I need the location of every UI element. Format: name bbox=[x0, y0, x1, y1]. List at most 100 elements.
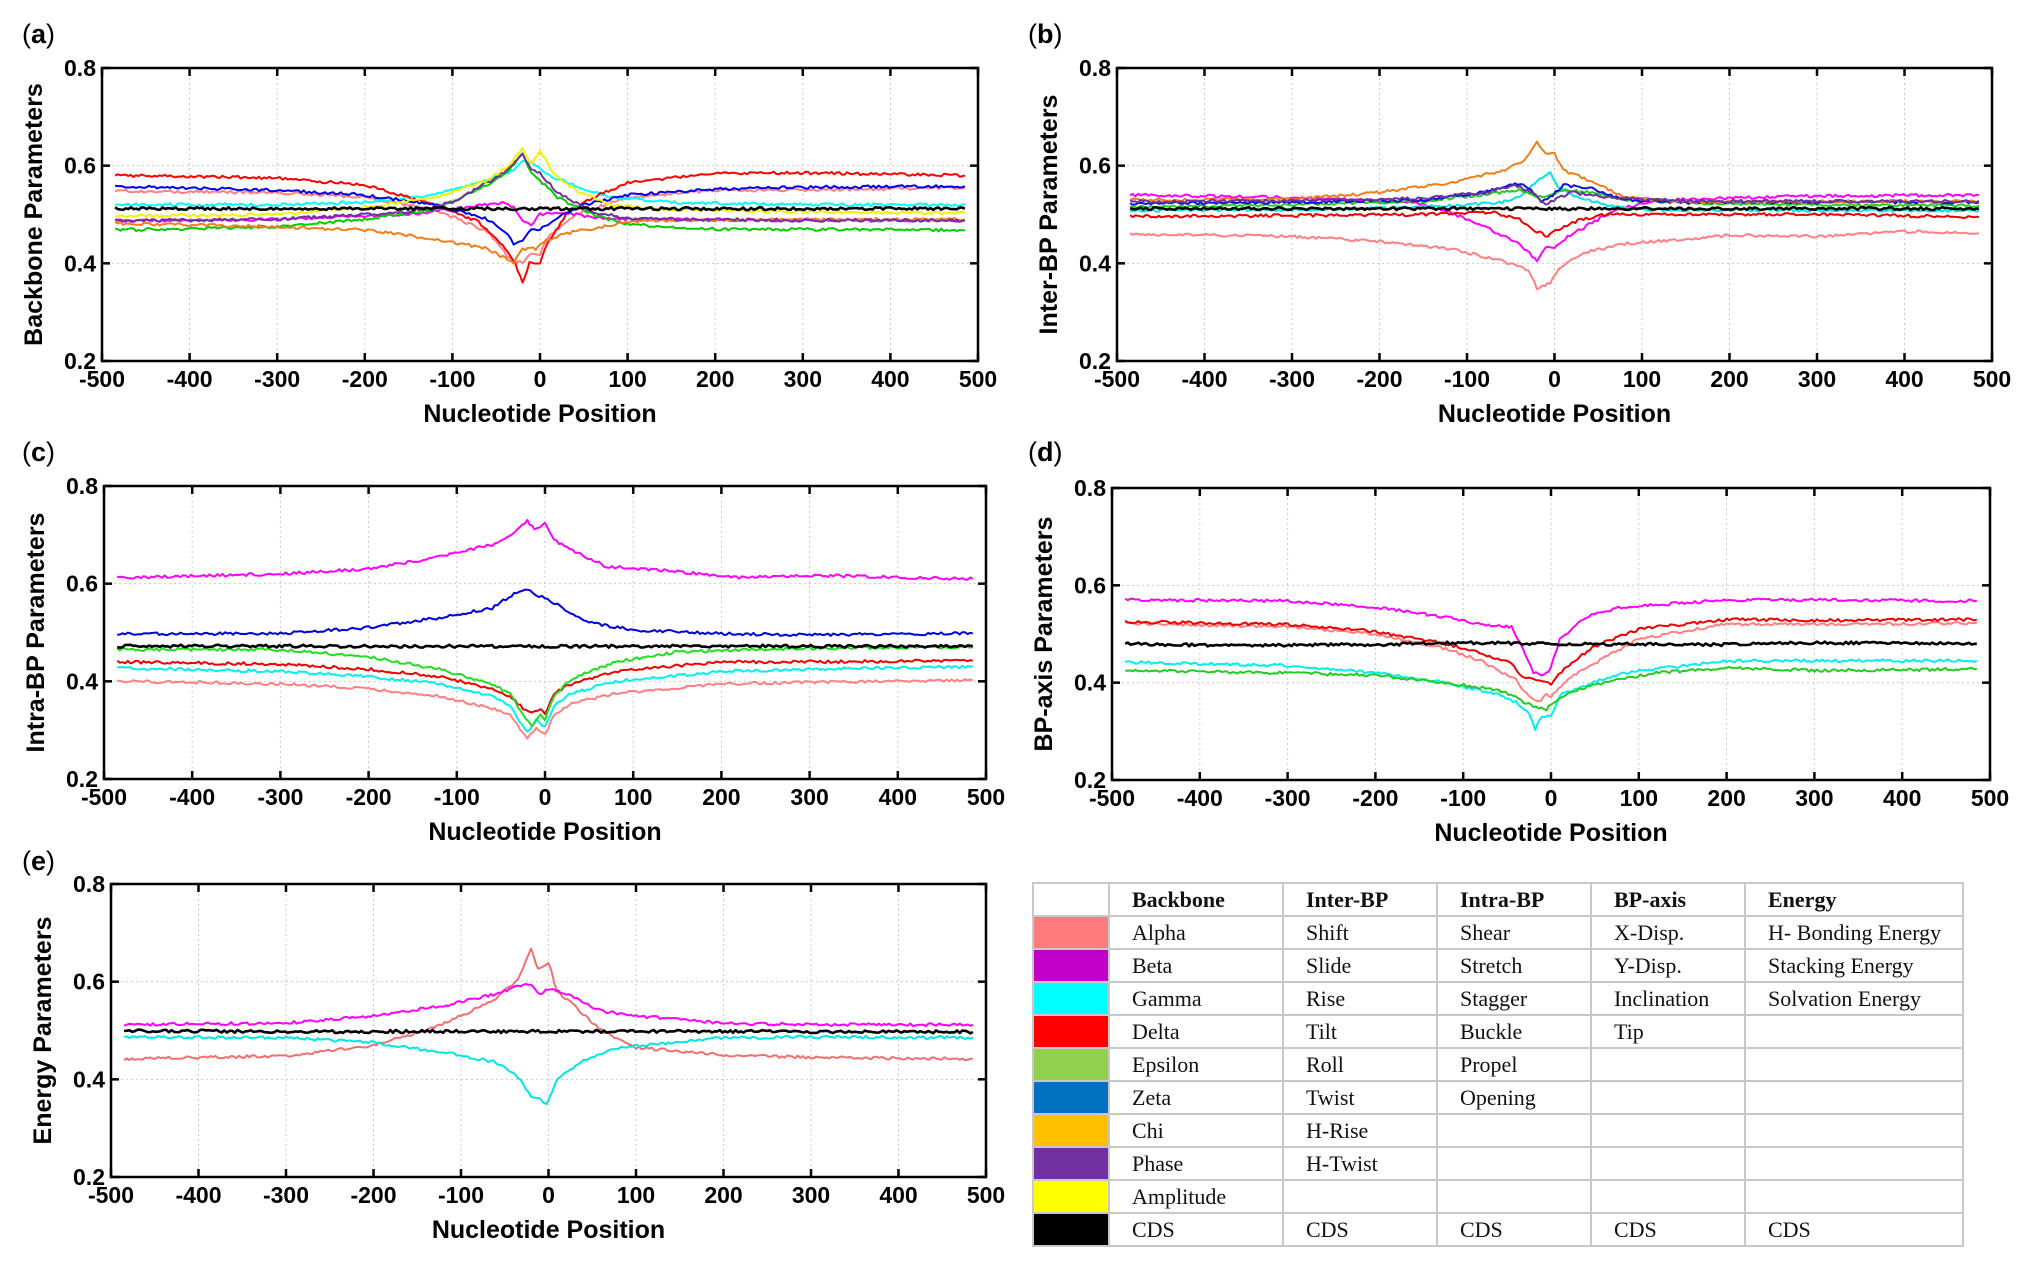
x-tick-label: 200 bbox=[1710, 366, 1748, 392]
panel-label: (e) bbox=[22, 846, 55, 876]
legend-header-row: Backbone Inter-BP Intra-BP BP-axis Energ… bbox=[1032, 882, 1964, 917]
series-line bbox=[1124, 617, 1978, 686]
series-line bbox=[1129, 229, 1980, 291]
x-tick-label: -200 bbox=[350, 1182, 396, 1208]
x-tick-label: 500 bbox=[967, 784, 1005, 810]
series-line bbox=[117, 588, 974, 637]
x-axis-title: Nucleotide Position bbox=[423, 400, 656, 428]
panel-d: (d) -500 -400 -300 -200 -100 0 100 200 300 400 500 0… bbox=[1028, 437, 2009, 847]
x-tick-label: -300 bbox=[254, 366, 300, 392]
legend-cell bbox=[1590, 1146, 1746, 1181]
legend-cell: CDS bbox=[1282, 1212, 1438, 1247]
legend-color-swatch bbox=[1032, 1113, 1110, 1148]
legend-header-bp-axis: BP-axis bbox=[1590, 882, 1746, 917]
legend-color-swatch bbox=[1032, 1014, 1110, 1049]
series-line bbox=[1129, 192, 1980, 263]
x-tick-label: 100 bbox=[1623, 366, 1661, 392]
legend-cell bbox=[1436, 1179, 1592, 1214]
x-tick-label: -500 bbox=[1094, 366, 1140, 392]
series-line bbox=[114, 170, 966, 284]
panel-label: (d) bbox=[1028, 437, 1063, 467]
legend-cell: Rise bbox=[1282, 981, 1438, 1016]
x-tick-label: -400 bbox=[1181, 366, 1227, 392]
panel-label-close-paren: ) bbox=[46, 19, 55, 49]
legend-cell bbox=[1590, 1113, 1746, 1148]
x-tick-label: 300 bbox=[1798, 366, 1836, 392]
legend-cell: H- Bonding Energy bbox=[1744, 915, 1964, 950]
x-tick-label: 500 bbox=[959, 366, 997, 392]
x-tick-label: -400 bbox=[167, 366, 213, 392]
legend-row: Delta Tilt Buckle Tip bbox=[1032, 1014, 1964, 1049]
y-tick-label: 0.2 bbox=[73, 1164, 105, 1190]
x-tick-label: 300 bbox=[784, 366, 822, 392]
legend-header-swatch bbox=[1032, 882, 1110, 917]
series-line bbox=[123, 982, 974, 1028]
legend-cell bbox=[1590, 1080, 1746, 1115]
x-tick-label: 200 bbox=[702, 784, 740, 810]
x-tick-label: -400 bbox=[169, 784, 215, 810]
legend-cell: Stagger bbox=[1436, 981, 1592, 1016]
legend-cell: Epsilon bbox=[1108, 1047, 1284, 1082]
legend-color-swatch bbox=[1032, 1146, 1110, 1181]
panel-label-open-paren: ( bbox=[22, 437, 31, 467]
legend-color-swatch bbox=[1032, 1179, 1110, 1214]
panel-e: (e) -500 -400 -300 -200 -100 0 100 200 300 400 500 0… bbox=[22, 846, 1005, 1244]
x-tick-label: 400 bbox=[879, 784, 917, 810]
series-line bbox=[1124, 640, 1977, 648]
legend-cell: CDS bbox=[1108, 1212, 1284, 1247]
x-tick-label: 400 bbox=[1883, 785, 1921, 811]
legend-cell: Solvation Energy bbox=[1744, 981, 1964, 1016]
legend-cell bbox=[1436, 1146, 1592, 1181]
series-line bbox=[1129, 183, 1980, 206]
panel-label-open-paren: ( bbox=[1028, 19, 1037, 49]
legend-row: Phase H-Twist bbox=[1032, 1146, 1964, 1181]
x-tick-label: -500 bbox=[1089, 785, 1135, 811]
y-tick-label: 0.4 bbox=[66, 668, 98, 694]
legend-cell: Inclination bbox=[1590, 981, 1746, 1016]
series-line bbox=[114, 185, 966, 265]
x-tick-label: -500 bbox=[81, 784, 127, 810]
legend-cell: Amplitude bbox=[1108, 1179, 1284, 1214]
x-tick-label: 0 bbox=[539, 784, 552, 810]
legend-cell: Twist bbox=[1282, 1080, 1438, 1115]
x-tick-label: 0 bbox=[1545, 785, 1558, 811]
y-tick-label: 0.8 bbox=[1079, 55, 1111, 81]
series-line bbox=[114, 184, 966, 246]
x-tick-label: 0 bbox=[542, 1182, 555, 1208]
legend-cell: Roll bbox=[1282, 1047, 1438, 1082]
y-tick-label: 0.8 bbox=[64, 55, 96, 81]
legend-header-intra-bp: Intra-BP bbox=[1436, 882, 1592, 917]
y-axis-title: BP-axis Parameters bbox=[1030, 517, 1058, 752]
legend-cell bbox=[1744, 1179, 1964, 1214]
legend-cell: Stretch bbox=[1436, 948, 1592, 983]
y-tick-label: 0.2 bbox=[66, 766, 98, 792]
legend-cell: H-Rise bbox=[1282, 1113, 1438, 1148]
x-tick-label: 200 bbox=[696, 366, 734, 392]
series-line bbox=[117, 643, 974, 649]
legend-row: Zeta Twist Opening bbox=[1032, 1080, 1964, 1115]
legend-cell: Beta bbox=[1108, 948, 1284, 983]
legend-cell: Slide bbox=[1282, 948, 1438, 983]
legend-cell: Zeta bbox=[1108, 1080, 1284, 1115]
legend-row: Epsilon Roll Propel bbox=[1032, 1047, 1964, 1082]
legend-header-backbone: Backbone bbox=[1108, 882, 1284, 917]
x-axis-title: Nucleotide Position bbox=[1434, 819, 1667, 847]
y-tick-label: 0.8 bbox=[66, 473, 98, 499]
legend-color-swatch bbox=[1032, 948, 1110, 983]
y-tick-label: 0.6 bbox=[66, 571, 98, 597]
x-tick-label: -100 bbox=[434, 784, 480, 810]
legend-cell bbox=[1744, 1014, 1964, 1049]
x-tick-label: -400 bbox=[1177, 785, 1223, 811]
legend-cell: Shear bbox=[1436, 915, 1592, 950]
legend-cell bbox=[1436, 1113, 1592, 1148]
y-tick-label: 0.4 bbox=[1079, 250, 1111, 276]
series-line bbox=[114, 152, 966, 223]
y-tick-label: 0.6 bbox=[64, 153, 96, 179]
panel-label-open-paren: ( bbox=[1028, 437, 1037, 467]
x-tick-label: 100 bbox=[617, 1182, 655, 1208]
legend-cell bbox=[1282, 1179, 1438, 1214]
x-axis-title: Nucleotide Position bbox=[432, 1216, 665, 1244]
x-tick-label: -100 bbox=[1444, 366, 1490, 392]
legend-header-inter-bp: Inter-BP bbox=[1282, 882, 1438, 917]
